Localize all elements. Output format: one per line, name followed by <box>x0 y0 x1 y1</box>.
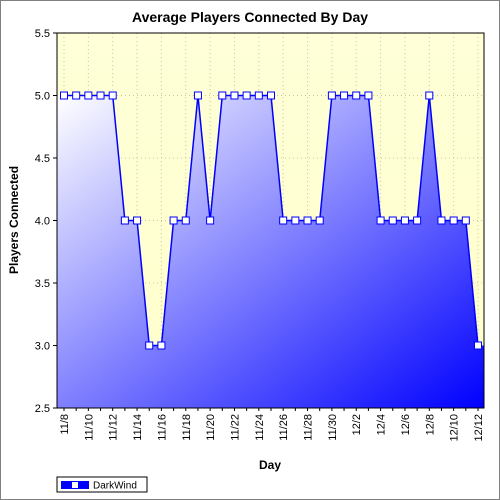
data-point <box>364 91 373 100</box>
y-tick-label: 4.5 <box>35 153 50 165</box>
x-tick-label: 11/12 <box>108 414 120 441</box>
data-point <box>437 216 446 225</box>
series-points <box>60 91 482 350</box>
data-point <box>60 91 68 100</box>
data-point <box>315 216 324 225</box>
data-point <box>413 216 422 225</box>
data-point <box>145 341 154 350</box>
y-tick-label: 4.0 <box>35 216 50 228</box>
data-point <box>425 91 434 100</box>
data-point <box>206 216 215 225</box>
data-point <box>388 216 397 225</box>
data-point <box>400 216 409 225</box>
data-point <box>461 216 470 225</box>
data-point <box>474 341 482 350</box>
x-tick-label: 11/18 <box>181 414 193 441</box>
x-tick-label: 12/2 <box>351 414 363 435</box>
x-tick-label: 11/24 <box>254 414 266 441</box>
chart-title: Average Players Connected By Day <box>132 9 368 25</box>
y-axis-ticks: 2.5 3.0 3.5 4.0 4.5 5.0 5.5 <box>35 28 57 415</box>
legend-marker <box>71 481 79 489</box>
y-tick-label: 5.0 <box>35 91 50 103</box>
legend: DarkWind <box>56 476 148 493</box>
y-axis-label: Players Connected <box>7 166 21 274</box>
data-point <box>303 216 312 225</box>
data-point <box>279 216 288 225</box>
data-point <box>218 91 227 100</box>
x-tick-label: 12/12 <box>473 414 485 442</box>
data-point <box>96 91 105 100</box>
x-axis-ticks: 11/8 11/10 11/12 11/14 11/16 11/18 11/20 11/22 1… <box>59 408 485 442</box>
data-point <box>181 216 190 225</box>
x-tick-label: 12/4 <box>376 414 388 435</box>
data-point <box>157 341 166 350</box>
data-point <box>242 91 251 100</box>
x-tick-label: 11/14 <box>132 414 144 441</box>
data-point <box>449 216 458 225</box>
x-tick-label: 11/8 <box>59 414 71 435</box>
data-point <box>327 91 336 100</box>
data-point <box>230 91 239 100</box>
data-point <box>291 216 300 225</box>
data-point <box>376 216 385 225</box>
x-tick-label: 11/30 <box>327 414 339 441</box>
data-point <box>133 216 142 225</box>
data-point <box>352 91 361 100</box>
x-tick-label: 11/22 <box>229 414 241 441</box>
x-axis-label: Day <box>259 458 281 472</box>
data-point <box>267 91 275 100</box>
x-tick-label: 12/6 <box>400 414 412 435</box>
y-tick-label: 3.0 <box>35 341 50 353</box>
data-point <box>108 91 117 100</box>
data-point <box>340 91 349 100</box>
data-point <box>72 91 81 100</box>
y-tick-label: 3.5 <box>35 278 50 290</box>
data-point <box>84 91 93 100</box>
data-point <box>254 91 263 100</box>
x-tick-label: 11/10 <box>83 414 95 441</box>
x-tick-label: 11/20 <box>205 414 217 441</box>
x-tick-label: 12/8 <box>424 414 436 435</box>
legend-entry-darkwind: DarkWind <box>93 481 137 492</box>
x-tick-label: 12/10 <box>449 414 461 442</box>
data-point <box>120 216 129 225</box>
x-tick-label: 11/28 <box>303 414 315 441</box>
x-tick-label: 11/26 <box>278 414 290 441</box>
data-point <box>193 91 202 100</box>
y-tick-label: 5.5 <box>35 28 50 40</box>
series-area-darkwind <box>57 95 484 408</box>
y-tick-label: 2.5 <box>35 403 50 415</box>
x-tick-label: 11/16 <box>156 414 168 441</box>
data-point <box>169 216 178 225</box>
